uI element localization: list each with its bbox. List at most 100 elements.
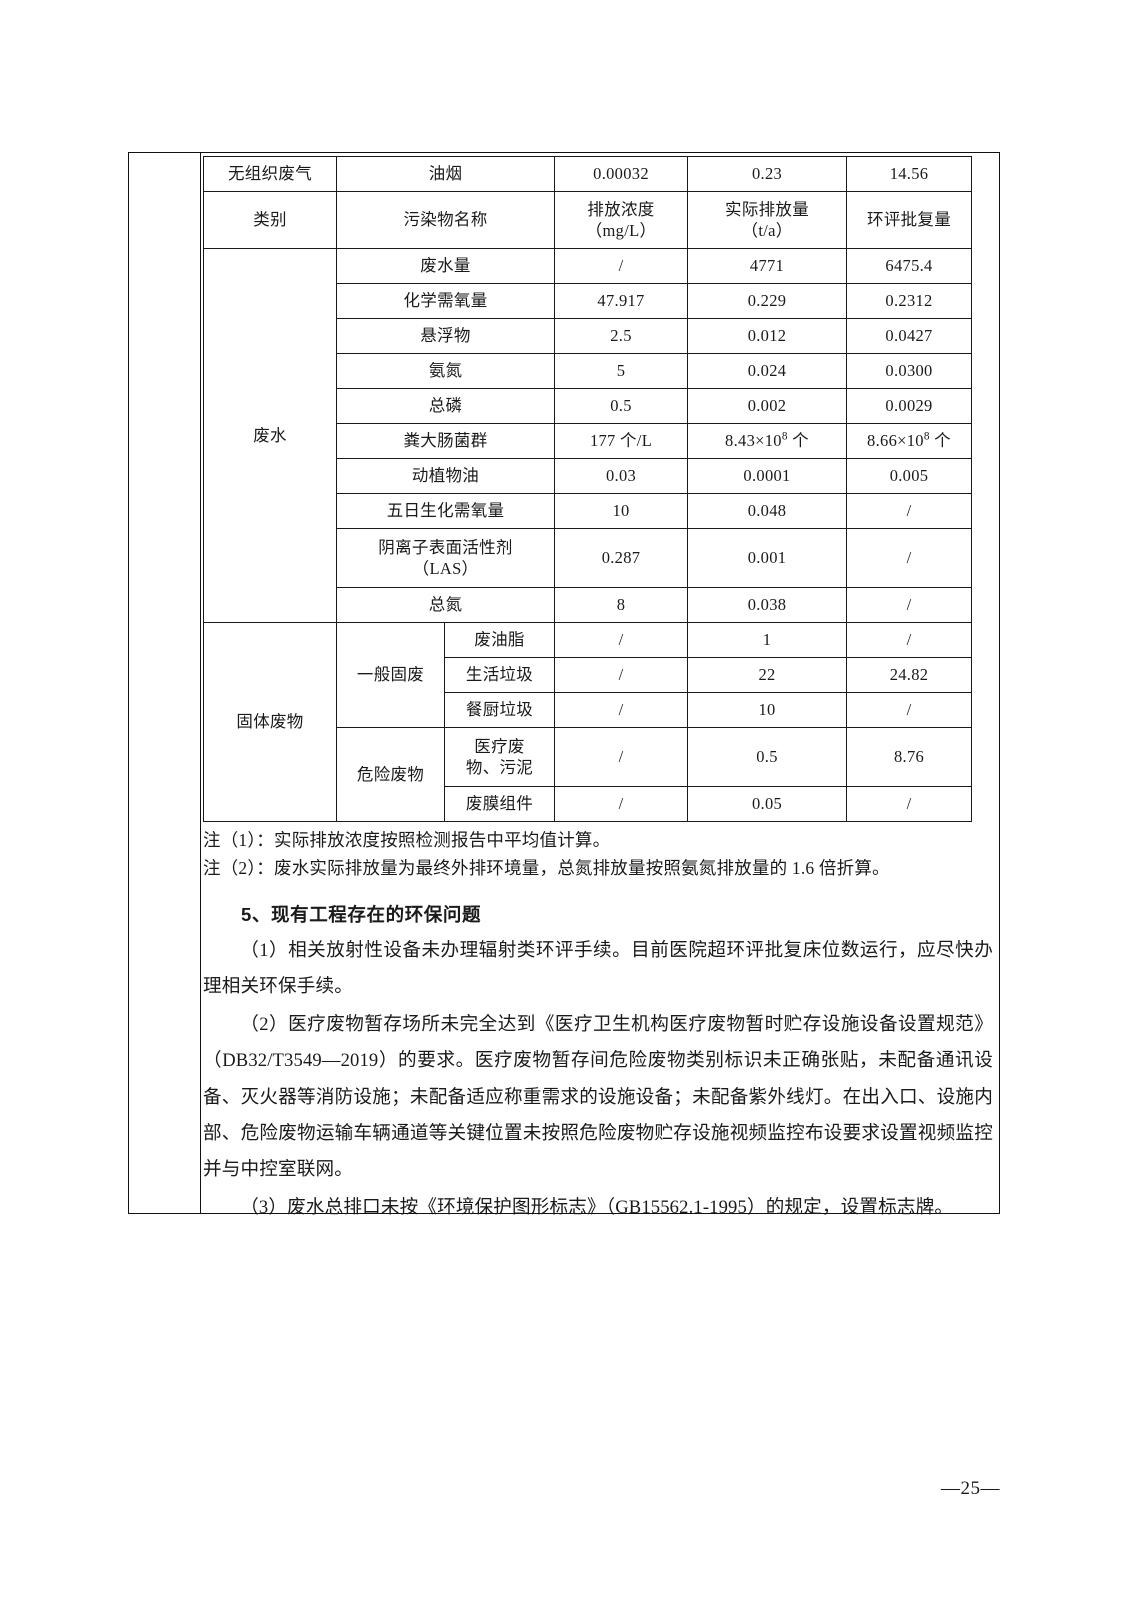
cell-concentration: 2.5 xyxy=(554,318,689,354)
cell-concentration: 0.5 xyxy=(554,388,689,424)
paragraph-1: （1）相关放射性设备未办理辐射类环评手续。目前医院超环评批复床位数运行，应尽快办… xyxy=(203,939,993,997)
cell-pollutant: 五日生化需氧量 xyxy=(335,493,556,529)
cell-actual: 0.05 xyxy=(687,786,848,822)
cell-concentration: 0.00032 xyxy=(554,156,689,192)
cell-approved: / xyxy=(846,528,973,588)
cell-actual: 10 xyxy=(687,692,848,728)
table-row-wastewater: 氨氮 5 0.024 0.0300 xyxy=(204,353,973,389)
cell-pollutant: 动植物油 xyxy=(335,458,556,494)
header-pollutant: 污染物名称 xyxy=(335,191,556,249)
cell-actual: 0.0001 xyxy=(687,458,848,494)
cell-approved: 0.0300 xyxy=(846,353,973,389)
table-row-wastewater: 化学需氧量 47.917 0.229 0.2312 xyxy=(204,283,973,319)
cell-actual: 0.002 xyxy=(687,388,848,424)
cell-pollutant: 废水量 xyxy=(335,248,556,284)
header-actual-line2: （t/a） xyxy=(741,221,793,240)
cell-pollutant: 悬浮物 xyxy=(335,318,556,354)
page-frame-left-column xyxy=(129,153,201,1213)
table-notes: 注（1）：实际排放浓度按照检测报告中平均值计算。 注（2）：废水实际排放量为最终… xyxy=(203,826,999,883)
cell-approved: 14.56 xyxy=(846,156,973,192)
cell-category-solid-waste: 固体废物 xyxy=(203,622,337,822)
page-content-area: 无组织废气 油烟 0.00032 0.23 14.56 类别 污染物名称 排放浓… xyxy=(201,153,999,1218)
cell-approved: 0.0427 xyxy=(846,318,973,354)
cell-approved: 8.66×108 个 xyxy=(846,423,973,459)
table-row-solid-waste: 危险废物 医疗废 物、污泥/0.5 8.76 xyxy=(204,727,973,822)
table-row-solid-waste: 餐厨垃圾/10/ xyxy=(204,692,973,728)
cell-concentration: 177 个/L xyxy=(554,423,689,459)
table-row-wastewater: 粪大肠菌群 177 个/L 8.43×108 个 8.66×108 个 xyxy=(204,423,973,459)
cell-approved: 24.82 xyxy=(846,657,973,693)
cell-pollutant: 总氮 xyxy=(335,587,556,623)
cell-concentration: 5 xyxy=(554,353,689,389)
cell-actual: 0.038 xyxy=(687,587,848,623)
cell-pollutant: 餐厨垃圾 xyxy=(443,692,556,728)
cell-concentration: 47.917 xyxy=(554,283,689,319)
cell-actual: 1 xyxy=(687,622,848,658)
cell-actual: 4771 xyxy=(687,248,848,284)
cell-actual: 0.229 xyxy=(687,283,848,319)
cell-pollutant: 生活垃圾 xyxy=(443,657,556,693)
cell-actual: 8.43×108 个 xyxy=(687,423,848,459)
cell-pollutant: 废膜组件 xyxy=(443,786,556,822)
cell-pollutant: 阴离子表面活性剂 （LAS） xyxy=(335,528,556,588)
cell-concentration: 0.03 xyxy=(554,458,689,494)
cell-actual: 0.23 xyxy=(687,156,848,192)
cell-pollutant: 化学需氧量 xyxy=(335,283,556,319)
table-row-solid-waste: 生活垃圾/22 24.82 xyxy=(204,657,973,693)
cell-pollutant: 油烟 xyxy=(335,156,556,192)
header-concentration-line2: （mg/L） xyxy=(585,221,657,240)
table-row-solid-waste: 废膜组件/0.05/ xyxy=(204,786,973,822)
table-row-solid-waste: 固体废物 一般固废 废油脂/1/ xyxy=(203,622,973,822)
cell-concentration: / xyxy=(554,692,689,728)
cell-concentration: 8 xyxy=(554,587,689,623)
paragraph-2: （2）医疗废物暂存场所未完全达到《医疗卫生机构医疗废物暂时贮存设施设备设置规范》… xyxy=(203,1014,993,1181)
cell-pollutant: 氨氮 xyxy=(335,353,556,389)
cell-approved: 6475.4 xyxy=(846,248,973,284)
cell-approved: / xyxy=(846,692,973,728)
page-frame: 无组织废气 油烟 0.00032 0.23 14.56 类别 污染物名称 排放浓… xyxy=(128,152,1000,1218)
section-title: 5、现有工程存在的环保问题 xyxy=(241,903,482,925)
table-row-unorganized-gas: 无组织废气 油烟 0.00032 0.23 14.56 xyxy=(203,156,973,192)
cell-actual: 22 xyxy=(687,657,848,693)
cell-approved: / xyxy=(846,587,973,623)
emission-table: 无组织废气 油烟 0.00032 0.23 14.56 类别 污染物名称 排放浓… xyxy=(203,156,973,822)
cell-actual: 0.012 xyxy=(687,318,848,354)
cell-actual: 0.5 xyxy=(687,727,848,787)
cell-concentration: 10 xyxy=(554,493,689,529)
cell-approved: 0.005 xyxy=(846,458,973,494)
cell-concentration: / xyxy=(554,786,689,822)
cell-concentration: 0.287 xyxy=(554,528,689,588)
cell-pollutant: 粪大肠菌群 xyxy=(335,423,556,459)
cell-pollutant: 总磷 xyxy=(335,388,556,424)
cell-actual: 0.001 xyxy=(687,528,848,588)
cell-actual: 0.048 xyxy=(687,493,848,529)
page-number: —25— xyxy=(941,1478,1000,1499)
cell-approved: / xyxy=(846,493,973,529)
cell-actual: 0.024 xyxy=(687,353,848,389)
cell-approved: / xyxy=(846,622,973,658)
cell-subcategory-hazard: 危险废物 xyxy=(336,727,445,822)
table-row-wastewater: 悬浮物 2.5 0.012 0.0427 xyxy=(204,318,973,354)
cell-pollutant: 废油脂 xyxy=(443,622,556,658)
header-actual: 实际排放量 （t/a） xyxy=(687,191,848,249)
cell-concentration: / xyxy=(554,248,689,284)
cell-approved: 0.2312 xyxy=(846,283,973,319)
table-row-wastewater: 废水 废水量/4771 6475.4 xyxy=(203,248,973,623)
paragraph-3: （3）废水总排口未按《环境保护图形标志》（GB15562.1-1995）的规定，… xyxy=(240,1197,954,1219)
header-approved: 环评批复量 xyxy=(846,191,973,249)
note-2: 注（2）：废水实际排放量为最终外排环境量，总氮排放量按照氨氮排放量的 1.6 倍… xyxy=(203,858,890,879)
table-header-row: 类别 污染物名称 排放浓度 （mg/L） 实际排放量 （t/a） 环评批复量 xyxy=(203,191,973,249)
cell-pollutant: 医疗废 物、污泥 xyxy=(443,727,556,787)
cell-concentration: / xyxy=(554,727,689,787)
table-row-wastewater: 总氮 8 0.038/ xyxy=(204,587,973,623)
cell-approved: 0.0029 xyxy=(846,388,973,424)
table-row-wastewater: 五日生化需氧量 10 0.048/ xyxy=(204,493,973,529)
cell-category-wastewater: 废水 xyxy=(203,248,337,623)
cell-category: 无组织废气 xyxy=(203,156,337,192)
cell-concentration: / xyxy=(554,622,689,658)
header-concentration: 排放浓度 （mg/L） xyxy=(554,191,689,249)
header-category: 类别 xyxy=(203,191,337,249)
header-actual-line1: 实际排放量 xyxy=(725,199,810,219)
cell-approved: 8.76 xyxy=(846,727,973,787)
cell-concentration: / xyxy=(554,657,689,693)
